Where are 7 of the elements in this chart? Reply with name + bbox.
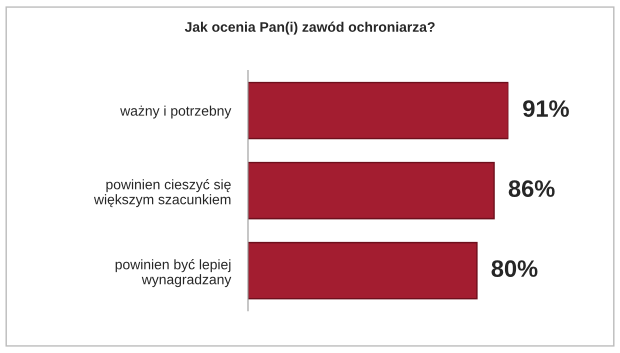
data-label: 80% xyxy=(492,260,538,277)
y-tick-label: powinien być lepiej wynagradzany xyxy=(116,259,232,288)
data-label: 86% xyxy=(508,180,555,197)
y-tick-label: powinien cieszyć się większym szacunkiem xyxy=(94,179,231,208)
chart-title: Jak ocenia Pan(i) zawód ochroniarza? xyxy=(184,22,435,35)
data-label: 91% xyxy=(523,100,569,117)
y-tick-label: ważny i potrzebny xyxy=(120,106,232,119)
